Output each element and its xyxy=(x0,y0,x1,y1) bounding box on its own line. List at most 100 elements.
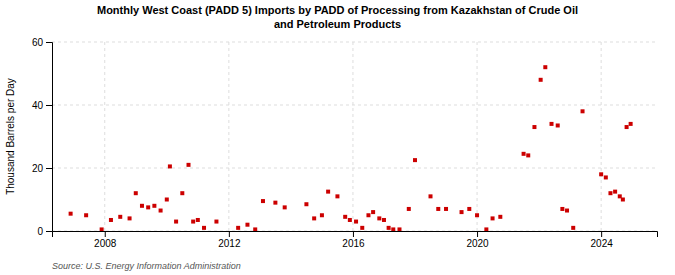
point xyxy=(159,209,163,213)
tick-mark xyxy=(229,231,230,237)
axis-line xyxy=(53,232,658,238)
tick: 40 xyxy=(32,100,52,111)
point xyxy=(245,223,249,227)
tick: 2024 xyxy=(591,231,614,249)
point xyxy=(397,227,401,231)
grid-line xyxy=(601,42,602,231)
point xyxy=(522,152,526,156)
point xyxy=(174,220,178,224)
point xyxy=(261,199,265,203)
point xyxy=(560,207,564,211)
tick: 2008 xyxy=(94,231,117,249)
point xyxy=(604,175,608,179)
tick: 60 xyxy=(32,37,52,48)
tick: 2012 xyxy=(218,231,241,249)
point xyxy=(413,158,417,162)
point xyxy=(100,227,104,231)
point xyxy=(168,164,172,168)
points-inner xyxy=(69,65,633,231)
point xyxy=(196,218,200,222)
point xyxy=(467,207,471,211)
point xyxy=(326,190,330,194)
point xyxy=(613,190,617,194)
title: Monthly West Coast (PADD 5) Imports by P… xyxy=(97,4,578,30)
point xyxy=(304,202,308,206)
point xyxy=(625,125,629,129)
annotation: Source: U.S. Energy Information Administ… xyxy=(52,261,241,271)
point xyxy=(377,216,381,220)
point xyxy=(484,227,488,231)
point xyxy=(128,216,132,220)
point xyxy=(621,198,625,202)
point xyxy=(253,227,257,231)
axis-line xyxy=(46,43,53,232)
point xyxy=(191,220,195,224)
y-axis: 0 20 40 60 xyxy=(32,37,53,237)
tick-mark xyxy=(353,231,354,237)
point xyxy=(140,204,144,208)
grid xyxy=(52,42,657,231)
point xyxy=(475,213,479,217)
point xyxy=(407,207,411,211)
tick: 2016 xyxy=(342,231,365,249)
grid-line xyxy=(52,42,657,43)
tick-label: 2020 xyxy=(466,238,489,249)
tick-label: 2008 xyxy=(94,238,117,249)
point xyxy=(532,125,536,129)
tick-mark xyxy=(46,42,52,43)
tick-mark xyxy=(601,231,602,237)
point xyxy=(180,191,184,195)
point xyxy=(236,226,240,230)
point xyxy=(320,213,324,217)
point xyxy=(354,220,358,224)
point xyxy=(283,205,287,209)
point xyxy=(581,109,585,113)
grid-line xyxy=(228,42,229,231)
point xyxy=(335,194,339,198)
point xyxy=(550,122,554,126)
point xyxy=(146,205,150,209)
point xyxy=(629,122,633,126)
point xyxy=(571,226,575,230)
x-axis: 2008 2012 2016 2020 2024 xyxy=(53,231,658,249)
point xyxy=(543,65,547,69)
grid-line xyxy=(352,42,353,231)
point xyxy=(608,191,612,195)
point xyxy=(436,207,440,211)
point xyxy=(387,226,391,230)
point xyxy=(498,215,502,219)
tick-label: 0 xyxy=(37,226,43,237)
tick-label: 2012 xyxy=(218,238,241,249)
point xyxy=(165,198,169,202)
points xyxy=(69,65,633,231)
point xyxy=(391,227,395,231)
point xyxy=(460,210,464,214)
point xyxy=(366,213,370,217)
chart: 2008 2012 2016 2020 2024 0 20 40 60 Monthly West … xyxy=(0,0,675,275)
point xyxy=(526,153,530,157)
tick-mark xyxy=(477,231,478,237)
tick-label: 2016 xyxy=(342,238,365,249)
y-axis-title: Thousand Barrels per Day xyxy=(5,78,16,195)
tick-label: 20 xyxy=(32,163,44,174)
point xyxy=(429,194,433,198)
tick-mark xyxy=(46,231,52,232)
point xyxy=(69,212,73,216)
tick: 0 xyxy=(37,226,52,237)
tick-label: 60 xyxy=(32,37,44,48)
point xyxy=(134,191,138,195)
point xyxy=(312,216,316,220)
point xyxy=(84,213,88,217)
point xyxy=(273,201,277,205)
tick-mark xyxy=(105,231,106,237)
point xyxy=(444,207,448,211)
point xyxy=(187,163,191,167)
tick: 20 xyxy=(32,163,52,174)
point xyxy=(214,220,218,224)
tick-label: 2024 xyxy=(591,238,614,249)
point xyxy=(202,226,206,230)
point xyxy=(556,123,560,127)
point xyxy=(118,215,122,219)
point xyxy=(539,78,543,82)
point xyxy=(343,215,347,219)
